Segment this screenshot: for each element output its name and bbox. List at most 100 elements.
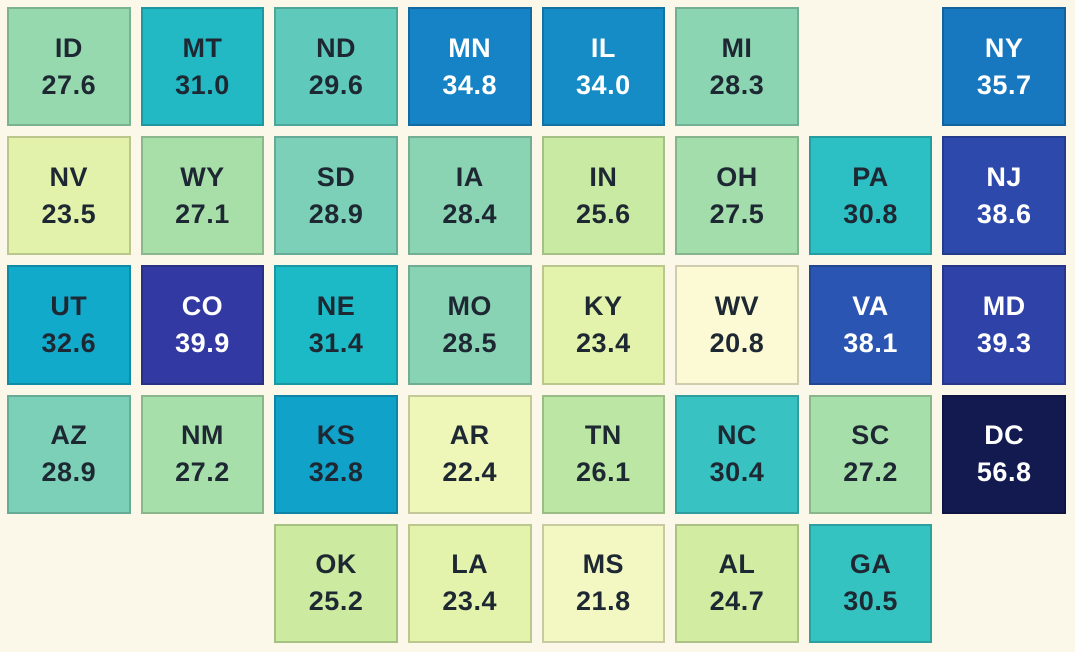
state-abbr-label: KS	[316, 420, 356, 451]
state-abbr-label: IL	[590, 32, 616, 63]
state-tile: AL 24.7	[675, 523, 799, 643]
state-value-label: 26.1	[576, 457, 631, 488]
state-tile: WY 27.1	[140, 136, 265, 256]
state-abbr-label: PA	[852, 161, 889, 192]
state-value-label: 25.2	[308, 586, 364, 617]
state-tile: OH 27.5	[675, 136, 799, 256]
state-value-label: 23.5	[41, 198, 97, 229]
state-tile: IL 34.0	[541, 7, 666, 127]
state-abbr-label: NE	[316, 290, 356, 321]
state-tile: GA 30.5	[808, 523, 933, 643]
state-abbr-label: AR	[449, 420, 490, 451]
state-abbr-label: WY	[180, 161, 225, 192]
state-value-label: 28.4	[442, 198, 497, 229]
state-tile: WV 20.8	[675, 265, 799, 385]
state-tile: UT 32.6	[7, 265, 131, 385]
state-value-label: 24.7	[709, 586, 765, 617]
state-abbr-label: VA	[852, 290, 889, 321]
state-abbr-label: MT	[182, 32, 223, 63]
state-value-label: 38.1	[843, 327, 898, 358]
state-abbr-label: SD	[316, 161, 356, 192]
state-tile: AZ 28.9	[7, 394, 131, 514]
state-value-label: 25.6	[576, 198, 631, 229]
state-tile: KS 32.8	[274, 394, 398, 514]
state-value-label: 28.5	[442, 327, 497, 358]
state-tile: SD 28.9	[274, 136, 398, 256]
state-value-label: 39.9	[175, 327, 230, 358]
state-abbr-label: OK	[315, 549, 357, 580]
state-abbr-label: TN	[584, 420, 622, 451]
state-value-label: 34.8	[442, 69, 497, 100]
state-value-label: 34.0	[576, 69, 631, 100]
state-abbr-label: MO	[447, 290, 492, 321]
state-abbr-label: NV	[49, 161, 89, 192]
state-abbr-label: CO	[181, 290, 224, 321]
state-abbr-label: NM	[180, 420, 224, 451]
state-abbr-label: MI	[721, 32, 753, 63]
state-abbr-label: NJ	[986, 161, 1022, 192]
state-abbr-label: OH	[716, 161, 758, 192]
state-tile: LA 23.4	[407, 523, 532, 643]
state-abbr-label: ID	[54, 32, 83, 63]
state-tile: IN 25.6	[541, 136, 666, 256]
state-value-label: 21.8	[576, 586, 631, 617]
state-tile: OK 25.2	[274, 523, 398, 643]
state-value-label: 30.8	[843, 198, 898, 229]
state-value-label: 27.5	[709, 198, 765, 229]
state-abbr-label: MN	[448, 32, 492, 63]
state-tile: DC 56.8	[942, 394, 1066, 514]
state-tile: MD 39.3	[942, 265, 1066, 385]
state-value-label: 27.6	[41, 69, 97, 100]
state-tile: NV 23.5	[7, 136, 131, 256]
state-value-label: 56.8	[976, 457, 1032, 488]
state-tile: NC 30.4	[675, 394, 799, 514]
state-abbr-label: IA	[455, 161, 484, 192]
state-tile: NE 31.4	[274, 265, 398, 385]
state-abbr-label: MD	[982, 290, 1026, 321]
state-tile: KY 23.4	[541, 265, 666, 385]
state-tile: MS 21.8	[541, 523, 666, 643]
state-value-label: 38.6	[976, 198, 1032, 229]
state-abbr-label: KY	[584, 290, 623, 321]
state-value-label: 39.3	[976, 327, 1032, 358]
state-tile: SC 27.2	[808, 394, 933, 514]
state-tile: MN 34.8	[407, 7, 532, 127]
state-tile: NY 35.7	[942, 7, 1066, 127]
state-tile: NJ 38.6	[942, 136, 1066, 256]
state-abbr-label: IN	[589, 161, 618, 192]
state-abbr-label: UT	[50, 290, 88, 321]
state-tile: ND 29.6	[274, 7, 398, 127]
state-value-label: 28.9	[41, 457, 97, 488]
state-tile: PA 30.8	[808, 136, 933, 256]
state-value-label: 30.5	[843, 586, 898, 617]
state-abbr-label: SC	[851, 420, 890, 451]
state-abbr-label: NC	[716, 420, 757, 451]
state-value-label: 29.6	[308, 69, 364, 100]
state-tile: CO 39.9	[140, 265, 265, 385]
state-value-label: 27.2	[843, 457, 898, 488]
state-value-label: 23.4	[576, 327, 631, 358]
state-abbr-label: MS	[582, 549, 625, 580]
state-value-label: 28.9	[308, 198, 364, 229]
state-abbr-label: GA	[849, 549, 892, 580]
state-abbr-label: NY	[984, 32, 1024, 63]
state-tile: IA 28.4	[407, 136, 532, 256]
state-tile: VA 38.1	[808, 265, 933, 385]
state-abbr-label: LA	[451, 549, 489, 580]
state-value-label: 31.4	[308, 327, 364, 358]
state-value-label: 22.4	[442, 457, 497, 488]
state-abbr-label: DC	[984, 420, 1025, 451]
state-value-label: 27.1	[175, 198, 230, 229]
state-abbr-label: WV	[714, 290, 760, 321]
state-value-label: 20.8	[709, 327, 765, 358]
state-value-label: 28.3	[709, 69, 765, 100]
state-abbr-label: AZ	[50, 420, 88, 451]
state-tile: TN 26.1	[541, 394, 666, 514]
state-value-label: 35.7	[976, 69, 1032, 100]
state-value-label: 32.6	[41, 327, 97, 358]
state-value-label: 23.4	[442, 586, 497, 617]
state-value-label: 30.4	[709, 457, 765, 488]
state-tile: NM 27.2	[140, 394, 265, 514]
state-tile: MO 28.5	[407, 265, 532, 385]
